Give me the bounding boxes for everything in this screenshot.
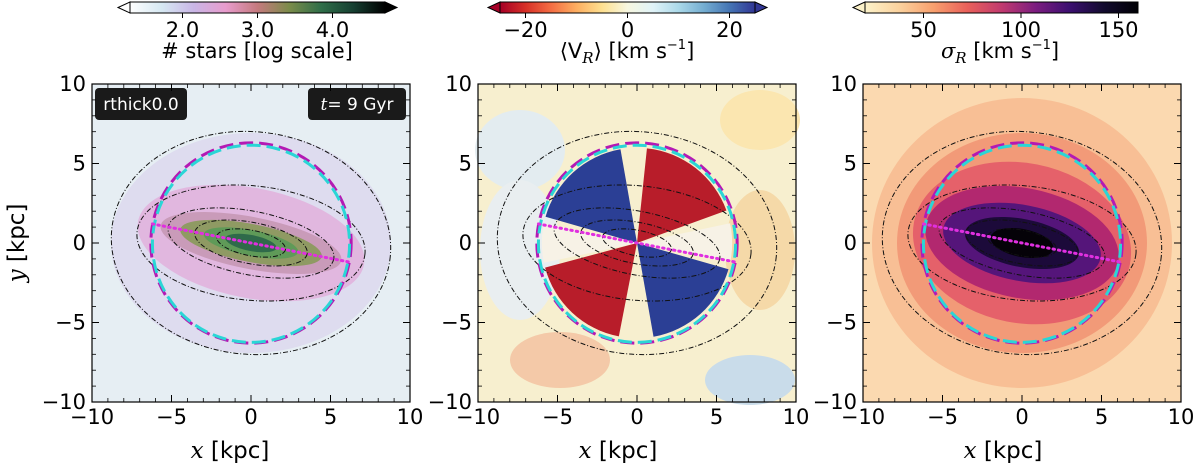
ytick-label: 0	[73, 231, 86, 255]
density-contour	[602, 228, 672, 258]
corotation-circle	[149, 141, 353, 345]
xtick-label: 0	[244, 405, 257, 429]
corotation-circle	[535, 141, 739, 345]
xtick-label: 5	[1095, 405, 1108, 429]
xtick-label: −5	[156, 405, 187, 429]
ytick-label: 5	[844, 152, 857, 176]
panel-mean-vr: −20 0 20 ⟨VR⟩ [km s−1]	[475, 1, 800, 405]
density-contour	[522, 184, 752, 302]
xtick-label: −10	[456, 405, 500, 429]
svg-text:x [kpc]: x [kpc]	[191, 438, 270, 464]
model-label-box: rthick0.0	[95, 88, 187, 120]
xlabel-var: x	[191, 438, 204, 464]
vr-lobe	[545, 149, 637, 243]
ytick-label: 10	[445, 72, 472, 96]
colorbar-tick-label: 0	[621, 18, 634, 42]
density-contour	[987, 228, 1057, 258]
xtick-label: −10	[841, 405, 885, 429]
vr-lobe	[637, 223, 733, 263]
xtick-label: 10	[397, 405, 424, 429]
colorbar-tick-label: 150	[1098, 18, 1138, 42]
density-contour	[136, 184, 366, 302]
colorbar-extend-min	[116, 1, 131, 14]
svg-text:x [kpc]: x [kpc]	[964, 438, 1043, 464]
ytick-label: −10	[428, 390, 472, 414]
corotation-circle	[921, 143, 1123, 344]
xtick-label: 0	[1015, 405, 1028, 429]
ytick-label: 5	[73, 152, 86, 176]
colorbar-label: # stars [log scale]	[161, 39, 353, 63]
svg-text:x [kpc]: x [kpc]	[579, 438, 658, 464]
xtick-label: −5	[542, 405, 573, 429]
colorbar-tick-label: 20	[716, 18, 743, 42]
xtick-label: 10	[783, 405, 810, 429]
plot-area-sigma-r	[862, 83, 1182, 403]
time-label-var: t	[321, 95, 328, 115]
density-contour	[881, 130, 1163, 356]
density-contour	[110, 130, 392, 356]
xtick-label: 0	[630, 405, 643, 429]
density-contour	[965, 219, 1079, 267]
colorbar-tick-label: 3.0	[241, 18, 274, 42]
corotation-circle	[920, 141, 1124, 345]
colorbar-extend-min	[851, 1, 866, 14]
svg-text:t= 9 Gyr: t= 9 Gyr	[321, 95, 394, 115]
colorbar-density: 2.0 3.0 4.0 # stars [log scale]	[116, 1, 399, 63]
vr-lobe	[541, 223, 637, 263]
bar-axis	[921, 222, 1123, 264]
svg-text:⟨VR⟩ [km s−1]: ⟨VR⟩ [km s−1]	[560, 38, 695, 67]
xlabel-unit: [kpc]	[204, 438, 270, 464]
ytick-label: 0	[844, 231, 857, 255]
ytick-label: −10	[42, 390, 86, 414]
ytick-label: −10	[813, 390, 857, 414]
colorbar-tick-label: −20	[503, 18, 547, 42]
ytick-label: 5	[459, 152, 472, 176]
colorbar-extend-max	[754, 1, 769, 14]
bar-axis	[150, 222, 352, 264]
colorbar-tick-label: 2.0	[166, 18, 199, 42]
density-contour	[496, 130, 778, 356]
ytick-label: −5	[826, 311, 857, 335]
time-label-box: t= 9 Gyr	[308, 88, 406, 120]
vr-lobe	[637, 148, 727, 243]
ytick-label: 10	[59, 72, 86, 96]
density-contour	[907, 184, 1137, 302]
density-contour	[194, 219, 308, 267]
vr-lobe	[545, 243, 637, 337]
xtick-label: 5	[324, 405, 337, 429]
colorbar-label: ⟨V	[560, 39, 583, 63]
corotation-circle	[150, 143, 352, 344]
colorbar-extend-max	[384, 1, 399, 14]
panel-sigma-r: 50 100 150 σR [km s−1]	[851, 1, 1182, 403]
colorbar-tick-label: 50	[910, 18, 937, 42]
model-label: rthick0.0	[103, 95, 178, 115]
xtick-label: −5	[927, 405, 958, 429]
colorbar-label: σ	[941, 39, 956, 63]
ytick-label: 10	[830, 72, 857, 96]
xtick-label: 10	[1168, 405, 1195, 429]
panel-density: 2.0 3.0 4.0 # stars [log scale] rthick0.0 …	[91, 1, 411, 403]
xtick-label: −10	[70, 405, 114, 429]
xtick-label: 5	[710, 405, 723, 429]
bar-axis	[536, 222, 738, 264]
ylabel: y [kpc]	[4, 204, 30, 284]
colorbar-tick-label: 100	[1001, 18, 1041, 42]
colorbar-sigma-r: 50 100 150 σR [km s−1]	[851, 1, 1139, 67]
density-contour	[580, 219, 694, 267]
ytick-label: −5	[55, 311, 86, 335]
time-label-value: = 9 Gyr	[327, 95, 393, 115]
density-contour	[216, 228, 286, 258]
plot-area-mean-vr	[475, 83, 800, 405]
colorbar-tick-label: 4.0	[316, 18, 349, 42]
ytick-label: 0	[459, 231, 472, 255]
svg-text:σR [km s−1]: σR [km s−1]	[941, 38, 1059, 67]
ytick-label: −5	[441, 311, 472, 335]
plot-area-density: rthick0.0 t= 9 Gyr	[91, 83, 411, 403]
corotation-circle	[536, 143, 738, 344]
colorbar-mean-vr: −20 0 20 ⟨VR⟩ [km s−1]	[486, 1, 769, 67]
colorbar-extend-min	[486, 1, 501, 14]
